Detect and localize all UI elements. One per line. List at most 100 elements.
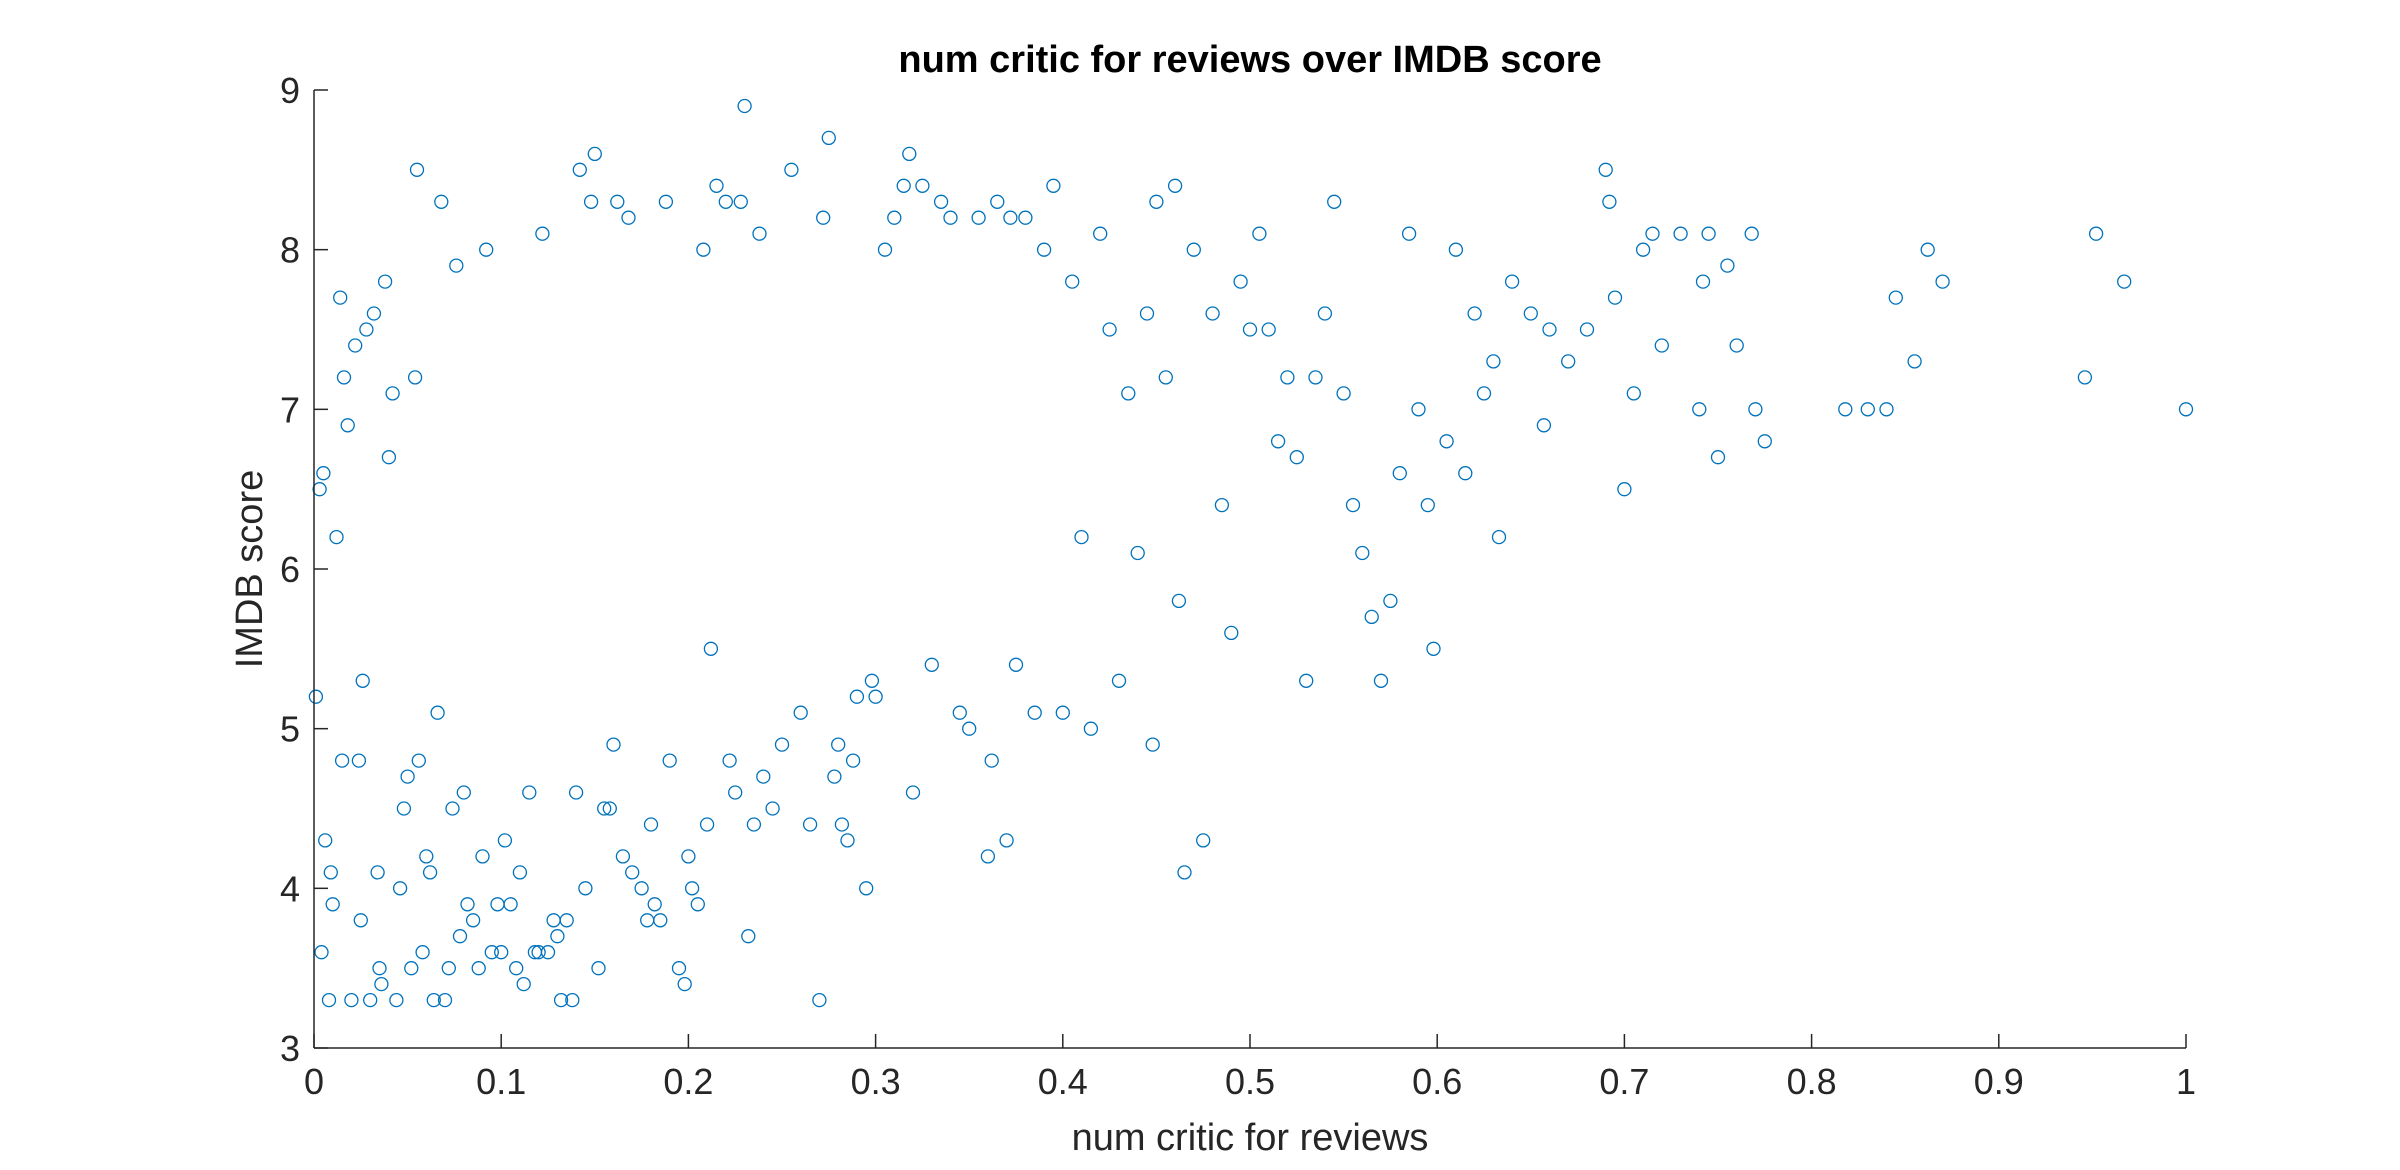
data-point <box>671 961 687 976</box>
data-point <box>316 466 331 481</box>
data-point <box>323 865 338 880</box>
data-point <box>565 992 580 1008</box>
data-point <box>677 976 692 992</box>
data-point <box>990 194 1005 209</box>
data-point <box>591 961 606 976</box>
data-point <box>1635 242 1651 257</box>
data-point <box>1448 242 1464 257</box>
data-point <box>329 529 344 545</box>
data-point <box>441 961 456 976</box>
data-point <box>434 194 449 209</box>
data-point <box>1233 274 1248 289</box>
data-point <box>430 705 445 720</box>
data-point <box>2077 370 2093 385</box>
data-point <box>1491 529 1507 545</box>
data-point <box>1695 274 1711 289</box>
data-point <box>1920 242 1935 257</box>
data-point <box>531 945 546 960</box>
x-tick-label: 0.4 <box>1038 1061 1088 1102</box>
x-tick-label: 0.5 <box>1225 1061 1275 1102</box>
data-point <box>422 865 438 880</box>
data-point <box>816 210 831 225</box>
data-point <box>746 817 762 832</box>
data-point <box>1561 354 1576 369</box>
data-point <box>684 881 700 896</box>
data-point <box>370 865 385 880</box>
data-point <box>1280 370 1295 385</box>
data-point <box>449 258 464 273</box>
data-point <box>1224 625 1239 641</box>
data-point <box>602 801 617 816</box>
data-point <box>1744 226 1759 241</box>
data-point <box>1046 178 1061 193</box>
data-point <box>516 976 531 992</box>
data-point <box>1411 402 1426 417</box>
data-point <box>1242 322 1258 337</box>
data-point <box>756 769 771 784</box>
data-point <box>849 689 865 704</box>
data-point <box>1327 194 1342 209</box>
data-point <box>1261 322 1276 337</box>
data-point <box>1907 354 1922 369</box>
data-point <box>728 785 743 800</box>
data-point <box>465 913 481 928</box>
data-point <box>312 482 327 497</box>
data-point <box>334 753 350 768</box>
data-point <box>845 753 861 768</box>
data-point <box>690 897 705 912</box>
data-point <box>834 817 850 832</box>
data-point <box>490 897 505 912</box>
data-point <box>494 945 509 960</box>
data-point <box>1167 178 1183 193</box>
data-point <box>1003 210 1018 225</box>
data-point <box>325 897 340 912</box>
data-point <box>1102 322 1117 337</box>
data-point <box>550 929 565 944</box>
data-point <box>546 913 561 928</box>
data-point <box>868 689 883 704</box>
data-point <box>643 817 659 832</box>
data-point <box>1299 673 1314 688</box>
data-point <box>634 881 649 896</box>
data-point <box>1171 593 1187 609</box>
data-point <box>774 737 790 752</box>
data-point <box>864 673 880 688</box>
points-layer <box>308 98 2194 1008</box>
data-point <box>741 929 756 944</box>
data-point <box>1065 274 1080 289</box>
data-point <box>1701 226 1716 241</box>
data-point <box>1888 290 1903 305</box>
data-point <box>392 881 408 896</box>
y-tick-label: 9 <box>280 70 300 111</box>
data-point <box>1158 370 1173 385</box>
data-point <box>1673 226 1688 241</box>
data-point <box>1252 226 1267 241</box>
data-point <box>1542 322 1557 337</box>
data-point <box>587 146 602 162</box>
data-point <box>924 657 939 672</box>
data-point <box>1345 497 1361 513</box>
data-point <box>1401 226 1417 241</box>
data-point <box>1838 402 1853 417</box>
data-point <box>1486 354 1501 369</box>
data-point <box>662 753 677 768</box>
data-point <box>353 913 368 928</box>
data-point <box>1008 657 1024 672</box>
x-tick-label: 0.9 <box>1974 1061 2024 1102</box>
data-point <box>905 785 921 800</box>
data-point <box>1439 434 1454 449</box>
data-point <box>1139 306 1155 321</box>
data-point <box>1177 865 1192 880</box>
data-point <box>999 833 1014 848</box>
data-point <box>407 370 423 385</box>
data-point <box>460 897 475 912</box>
x-tick-label: 0.3 <box>851 1061 901 1102</box>
data-point <box>348 338 363 353</box>
y-tick-label: 8 <box>280 230 300 271</box>
data-point <box>784 162 799 177</box>
data-point <box>568 785 584 800</box>
data-point <box>372 961 387 976</box>
data-point <box>597 801 612 816</box>
data-point <box>752 226 767 241</box>
